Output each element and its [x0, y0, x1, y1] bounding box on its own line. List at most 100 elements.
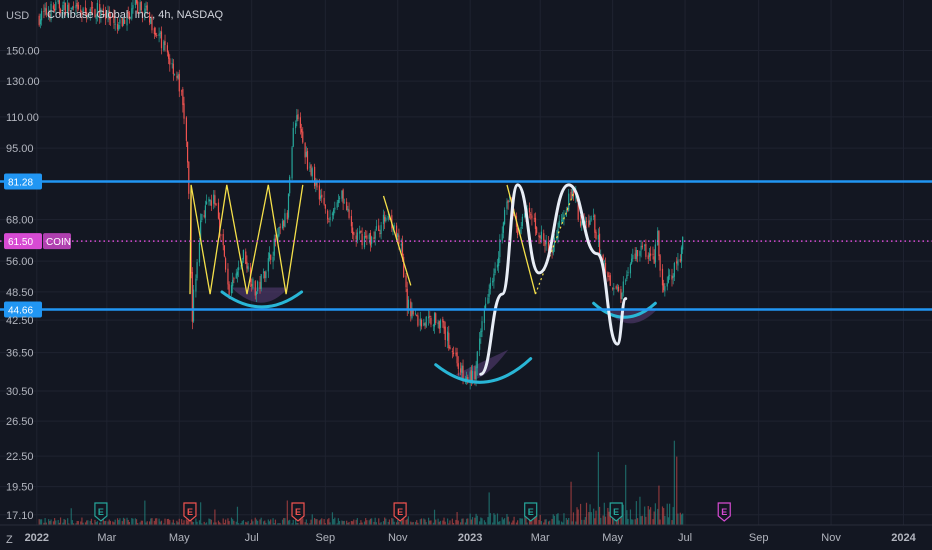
- candle-body: [43, 11, 45, 13]
- price-tick-label: 22.50: [6, 451, 34, 463]
- candle-body: [676, 261, 678, 264]
- volume-bar: [460, 522, 462, 525]
- volume-bar: [264, 520, 266, 525]
- volume-bar: [274, 519, 277, 525]
- volume-bar: [430, 520, 432, 525]
- candle-body: [279, 226, 281, 228]
- volume-bar: [621, 513, 623, 525]
- volume-bar: [201, 523, 203, 525]
- volume-bar: [309, 523, 311, 525]
- candle-body: [96, 2, 98, 16]
- candle-body: [314, 166, 316, 187]
- candle-body: [172, 63, 174, 75]
- pattern-shade: [455, 349, 509, 381]
- candle-body: [196, 262, 198, 279]
- candle-body: [141, 12, 144, 18]
- candle-body: [103, 14, 106, 16]
- volume-bar: [182, 523, 184, 525]
- time-tick-label: Mar: [531, 532, 550, 544]
- volume-bar: [356, 518, 358, 525]
- candle-body: [302, 131, 304, 143]
- volume-bar: [217, 520, 220, 525]
- volume-bar: [353, 519, 355, 525]
- candle-body: [264, 271, 266, 279]
- volume-bar: [254, 517, 256, 525]
- candle-body: [393, 224, 395, 229]
- candle-body: [45, 8, 47, 15]
- volume-bar: [268, 521, 271, 525]
- candle-body: [562, 217, 564, 222]
- candle-body: [163, 41, 165, 51]
- volume-bar: [531, 517, 533, 525]
- candle-body: [153, 28, 155, 35]
- candle-body: [631, 258, 633, 264]
- volume-bar: [355, 519, 357, 525]
- volume-bar: [107, 521, 109, 525]
- candle-body: [636, 250, 639, 257]
- volume-bar: [494, 514, 496, 525]
- volume-bar: [417, 522, 419, 525]
- price-axis[interactable]: 150.00 130.00 110.00 95.00 81.28 68.00 61.50 CO…: [4, 46, 71, 522]
- candle-body: [228, 284, 230, 295]
- volume-bar: [87, 520, 89, 525]
- volume-bar: [384, 517, 386, 525]
- time-axis[interactable]: 2022 Mar May Jul Sep Nov 2023 Mar May Jul Sep Nov 20…: [25, 532, 917, 544]
- volume-bar: [99, 522, 101, 525]
- candle-body: [401, 241, 404, 256]
- candle-body: [375, 226, 377, 230]
- volume-bar: [70, 508, 72, 525]
- candle-body: [128, 12, 131, 20]
- candle-body: [304, 143, 306, 158]
- candle-body: [594, 215, 596, 233]
- candle-body: [613, 287, 615, 290]
- candle-body: [653, 256, 655, 264]
- candle-body: [360, 230, 362, 233]
- candle-body: [480, 330, 482, 337]
- price-tick-label: 56.00: [6, 256, 34, 268]
- volume-bar: [525, 513, 527, 525]
- candle-body: [661, 268, 664, 286]
- volume-bar: [594, 518, 596, 525]
- candle-body: [99, 4, 101, 17]
- volume-bar: [657, 508, 659, 525]
- candle-body: [604, 262, 607, 274]
- volume-bar: [224, 519, 227, 525]
- candle-body: [353, 232, 355, 236]
- footer-z-icon[interactable]: Z: [6, 534, 13, 546]
- candle-body: [252, 279, 254, 289]
- volume-bar: [124, 518, 126, 525]
- candle-body: [251, 283, 253, 287]
- volume-bar: [49, 520, 51, 525]
- candle-body: [333, 209, 335, 216]
- volume-bar: [228, 521, 230, 525]
- volume-bar: [374, 517, 376, 525]
- candle-body: [488, 288, 490, 297]
- candle-body: [632, 254, 634, 260]
- volume-bar: [132, 518, 134, 525]
- volume-bar: [278, 523, 280, 525]
- volume-bar: [547, 521, 550, 525]
- volume-bar: [499, 521, 501, 525]
- candle-body: [77, 4, 79, 9]
- volume-bar: [227, 518, 229, 525]
- volume-bar: [521, 518, 523, 525]
- candle-body: [615, 286, 617, 289]
- volume-bar: [306, 523, 309, 525]
- horizontal-levels[interactable]: [0, 180, 932, 311]
- candle-body: [181, 90, 183, 92]
- volume-bar: [59, 517, 62, 525]
- volume-bar: [238, 523, 240, 525]
- volume-bar: [334, 517, 336, 525]
- earnings-marker-icon: [291, 502, 305, 522]
- volume-bar: [140, 520, 142, 525]
- volume-bar: [213, 522, 215, 525]
- volume-bar: [329, 522, 331, 525]
- volume-bar: [214, 509, 216, 525]
- candle-body: [338, 197, 341, 199]
- candle-body: [451, 351, 453, 353]
- candle-body: [671, 275, 673, 280]
- volume-bar: [371, 518, 373, 525]
- volume-bar: [679, 512, 681, 525]
- candle-body: [341, 190, 343, 199]
